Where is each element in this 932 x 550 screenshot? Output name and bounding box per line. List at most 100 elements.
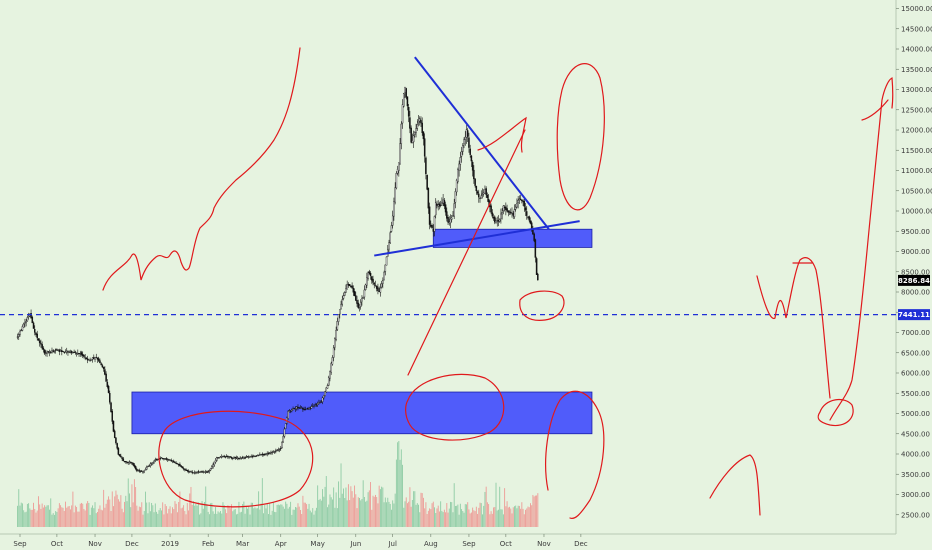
candle-body <box>107 385 110 393</box>
volume-bar <box>432 501 434 527</box>
candle-body <box>336 321 339 330</box>
candle-body <box>474 178 476 186</box>
candle-body <box>38 340 41 344</box>
candle-body <box>261 453 264 455</box>
candle-body <box>34 329 36 333</box>
volume-bar <box>101 510 103 527</box>
volume-bar <box>330 497 332 527</box>
candle-body <box>72 351 74 354</box>
volume-bar <box>331 499 333 527</box>
candle-body <box>236 457 239 460</box>
volume-bar <box>222 502 224 527</box>
candle-body <box>411 140 414 144</box>
descending-trendline <box>414 56 550 230</box>
candle-body <box>230 456 233 459</box>
volume-bar <box>288 506 290 527</box>
candle-body <box>356 300 358 304</box>
volume-bar <box>452 512 454 527</box>
candle-body <box>141 470 143 472</box>
volume-bar <box>73 512 75 527</box>
volume-bar <box>279 505 280 527</box>
candle-body <box>280 448 282 450</box>
candle-body <box>304 409 307 411</box>
candle-body <box>123 461 126 463</box>
y-tick-label: 13000.00 <box>901 86 932 94</box>
candle-body <box>133 464 136 467</box>
volume-bar <box>143 510 145 527</box>
price-badges: 8286.84 7441.11 <box>898 274 930 321</box>
volume-bar <box>509 506 510 527</box>
candle-body <box>410 127 412 143</box>
volume-bar <box>146 502 148 527</box>
volume-bar <box>504 488 506 527</box>
volume-bar <box>327 507 328 527</box>
candle-body <box>527 216 529 218</box>
volume-bar <box>533 496 535 527</box>
candle-body <box>523 200 526 207</box>
candle-body <box>369 272 372 276</box>
candle-body <box>326 385 329 389</box>
volume-bar <box>250 502 252 527</box>
volume-bar <box>137 510 139 527</box>
volume-bar <box>47 505 49 527</box>
candle-body <box>126 462 128 464</box>
volume-bar <box>65 501 66 527</box>
candle-body <box>84 357 86 359</box>
candle-body <box>240 457 243 459</box>
candle-body <box>257 455 260 457</box>
y-tick-label: 4500.00 <box>901 430 930 438</box>
volume-bar <box>87 501 89 527</box>
y-tick-label: 3500.00 <box>901 471 930 479</box>
volume-bar <box>205 486 207 527</box>
volume-bar <box>99 505 101 527</box>
candle-body <box>188 471 191 473</box>
candle-body <box>479 197 481 199</box>
y-tick-label: 12000.00 <box>901 127 932 135</box>
volume-bar <box>325 476 327 527</box>
candle-body <box>16 336 19 338</box>
volume-bar <box>81 502 82 527</box>
volume-bar <box>491 513 493 527</box>
volume-bar <box>493 507 494 527</box>
volume-bar <box>458 514 460 527</box>
volume-bar <box>409 487 411 527</box>
candle-body <box>62 351 64 353</box>
candle-body <box>86 358 89 361</box>
volume-bar <box>45 506 47 527</box>
volume-bar <box>371 509 373 527</box>
candle-body <box>393 201 395 217</box>
candle-body <box>46 351 48 354</box>
volume-bar <box>500 509 502 527</box>
candle-body <box>241 457 244 459</box>
volume-bar <box>511 513 513 527</box>
candle-body <box>513 209 516 217</box>
volume-bar <box>164 504 166 527</box>
candle-body <box>73 351 75 353</box>
volume-bar <box>292 509 294 527</box>
volume-bar <box>56 511 58 527</box>
volume-bar <box>194 505 196 527</box>
volume-bar <box>176 512 178 527</box>
candle-body <box>496 220 498 222</box>
volume-bar <box>165 506 167 527</box>
candle-body <box>297 406 299 408</box>
volume-bar <box>148 502 150 527</box>
volume-bar <box>451 502 453 527</box>
volume-bar <box>100 509 102 527</box>
volume-bar <box>94 502 96 527</box>
volume-bar <box>192 501 194 527</box>
candle-body <box>466 130 469 137</box>
volume-bar <box>188 510 189 527</box>
x-tick-label: Nov <box>537 540 551 548</box>
volume-bar <box>318 499 320 527</box>
volume-bar <box>360 500 362 527</box>
candle-body <box>85 357 88 360</box>
candle-body <box>31 317 34 324</box>
candle-body <box>348 284 351 287</box>
candle-body <box>168 459 170 461</box>
volume-bar <box>22 503 23 527</box>
candle-body <box>88 359 90 361</box>
candle-body <box>121 457 123 459</box>
candle-body <box>433 216 436 232</box>
candle-body <box>332 347 335 358</box>
